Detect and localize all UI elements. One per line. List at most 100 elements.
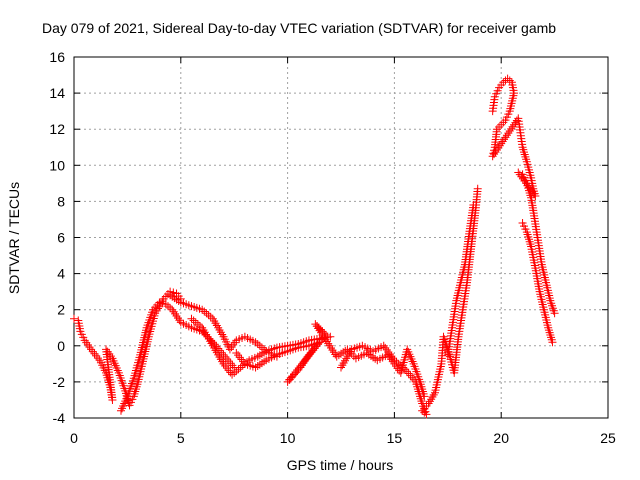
data-point: [300, 357, 309, 366]
data-point: [428, 393, 437, 402]
data-point: [253, 352, 262, 361]
data-point: [303, 352, 312, 361]
data-point: [189, 316, 198, 325]
data-point: [491, 148, 500, 157]
data-point: [324, 339, 333, 348]
x-axis-label: GPS time / hours: [287, 457, 394, 473]
data-point: [382, 345, 391, 354]
data-point: [424, 399, 433, 408]
data-point: [379, 341, 388, 350]
data-point: [166, 291, 175, 300]
data-point: [406, 371, 415, 380]
data-point: [296, 363, 305, 372]
data-point: [317, 328, 326, 337]
data-point: [498, 137, 507, 146]
data-point: [332, 352, 341, 361]
data-point: [392, 358, 401, 367]
data-point: [232, 367, 241, 376]
y-tick-label: 16: [49, 49, 65, 65]
y-tick-label: 0: [57, 338, 65, 354]
data-point: [286, 373, 295, 382]
data-point: [504, 129, 513, 138]
data-point: [253, 339, 262, 348]
data-point: [257, 349, 266, 358]
data-point: [385, 350, 394, 359]
y-tick-label: 8: [57, 193, 65, 209]
data-point: [173, 314, 182, 323]
data-point: [312, 342, 321, 351]
data-point: [257, 359, 266, 368]
data-point: [339, 348, 348, 357]
data-point: [175, 316, 184, 325]
data-point: [70, 314, 78, 323]
data-point: [228, 370, 237, 379]
y-tick-label: 6: [57, 230, 65, 246]
data-point: [221, 362, 230, 371]
chart-title: Day 079 of 2021, Sidereal Day-to-day VTE…: [42, 20, 556, 36]
data-point: [388, 354, 397, 363]
y-tick-label: -4: [53, 410, 66, 426]
y-tick-label: 2: [57, 302, 65, 318]
data-point: [500, 135, 509, 144]
data-point: [251, 338, 260, 347]
data-point: [255, 341, 264, 350]
y-tick-label: 10: [49, 157, 65, 173]
x-tick-labels: 0 5 10 15 20 25: [70, 430, 616, 446]
data-point: [204, 311, 213, 320]
data-point: [239, 357, 248, 366]
data-point: [219, 359, 228, 368]
data-point: [200, 307, 209, 316]
data-point: [548, 338, 557, 347]
data-point: [494, 143, 503, 152]
data-point: [396, 361, 405, 370]
data-point: [328, 346, 337, 355]
data-point: [224, 357, 233, 366]
data-point: [499, 78, 508, 87]
data-point: [93, 354, 102, 363]
data-point: [510, 120, 519, 129]
y-tick-labels: -4 -2 0 2 4 6 8 10 12 14 16: [49, 49, 65, 426]
data-point: [505, 127, 514, 136]
data-point: [505, 76, 514, 85]
data-point: [429, 390, 438, 399]
data-point: [325, 341, 334, 350]
data-point: [304, 350, 313, 359]
data-point: [511, 118, 520, 127]
data-point: [170, 294, 179, 303]
data-point: [492, 145, 501, 154]
data-point: [321, 335, 330, 344]
data-point: [297, 361, 306, 370]
data-point: [222, 364, 231, 373]
data-point: [402, 367, 411, 376]
data-point: [387, 352, 396, 361]
data-point: [322, 337, 331, 346]
y-axis-label: SDTVAR / TECUs: [6, 182, 22, 294]
data-point: [228, 361, 237, 370]
x-tick-label: 25: [600, 430, 616, 446]
data-point: [497, 139, 506, 148]
grid-lines: [74, 57, 608, 418]
y-tick-label: 14: [49, 85, 65, 101]
data-point: [319, 333, 328, 342]
data-point: [310, 344, 319, 353]
data-point: [202, 309, 211, 318]
data-point: [260, 357, 269, 366]
data-point: [161, 300, 170, 309]
data-point: [381, 343, 390, 352]
data-point: [502, 131, 511, 140]
data-point: [90, 349, 99, 358]
data-point: [390, 356, 399, 365]
data-point: [172, 295, 181, 304]
data-point: [508, 122, 517, 131]
data-point: [384, 347, 393, 356]
data-point: [224, 366, 233, 375]
data-point: [226, 359, 235, 368]
data-point: [169, 307, 178, 316]
data-point: [198, 305, 207, 314]
data-point: [302, 355, 311, 364]
data-point: [409, 375, 418, 384]
data-point: [490, 150, 499, 159]
data-point: [398, 363, 407, 372]
data-point: [312, 322, 321, 331]
data-point: [327, 343, 336, 352]
